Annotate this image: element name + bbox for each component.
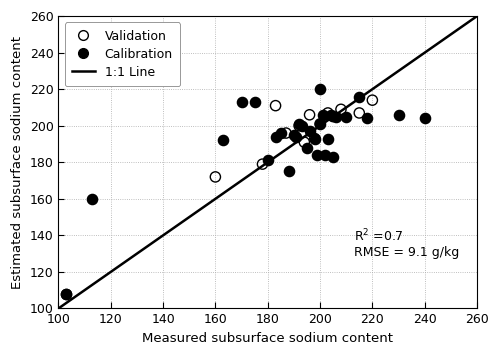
Calibration [250, 99, 258, 105]
Calibration [238, 99, 246, 105]
Validation [212, 174, 220, 180]
Calibration [316, 87, 324, 92]
Legend: Validation, Calibration, 1:1 Line: Validation, Calibration, 1:1 Line [64, 22, 180, 87]
Calibration [324, 136, 332, 141]
Calibration [342, 114, 350, 120]
Calibration [420, 116, 428, 121]
Validation [324, 110, 332, 116]
Calibration [326, 112, 334, 117]
Calibration [88, 196, 96, 202]
Calibration [219, 137, 227, 143]
Calibration [290, 132, 298, 138]
Text: RMSE = 9.1 g/kg: RMSE = 9.1 g/kg [354, 246, 460, 259]
Validation [337, 106, 345, 112]
Validation [282, 130, 290, 136]
Calibration [318, 112, 326, 117]
Calibration [272, 134, 280, 140]
Validation [295, 123, 303, 129]
Text: $\mathregular{R^2}$ =0.7: $\mathregular{R^2}$ =0.7 [354, 228, 403, 245]
Validation [316, 121, 324, 127]
Y-axis label: Estimated subsurface sodium content: Estimated subsurface sodium content [11, 36, 24, 289]
Calibration [306, 129, 314, 134]
Calibration [394, 112, 402, 117]
Calibration [363, 116, 371, 121]
Validation [258, 161, 266, 167]
Calibration [264, 158, 272, 163]
Calibration [316, 121, 324, 127]
Validation [329, 114, 337, 120]
Validation [306, 112, 314, 117]
Validation [368, 97, 376, 103]
Calibration [314, 152, 322, 158]
Validation [272, 103, 280, 109]
Calibration [277, 130, 285, 136]
X-axis label: Measured subsurface sodium content: Measured subsurface sodium content [142, 332, 393, 345]
Calibration [322, 152, 330, 158]
Calibration [298, 123, 306, 129]
Validation [300, 139, 308, 145]
Calibration [303, 145, 311, 151]
Calibration [356, 94, 364, 99]
Calibration [329, 154, 337, 159]
Calibration [62, 291, 70, 297]
Calibration [292, 134, 300, 140]
Calibration [295, 121, 303, 127]
Validation [356, 110, 364, 116]
Calibration [311, 136, 319, 141]
Validation [311, 136, 319, 141]
Calibration [332, 114, 340, 120]
Calibration [284, 169, 292, 174]
Calibration [62, 291, 70, 297]
